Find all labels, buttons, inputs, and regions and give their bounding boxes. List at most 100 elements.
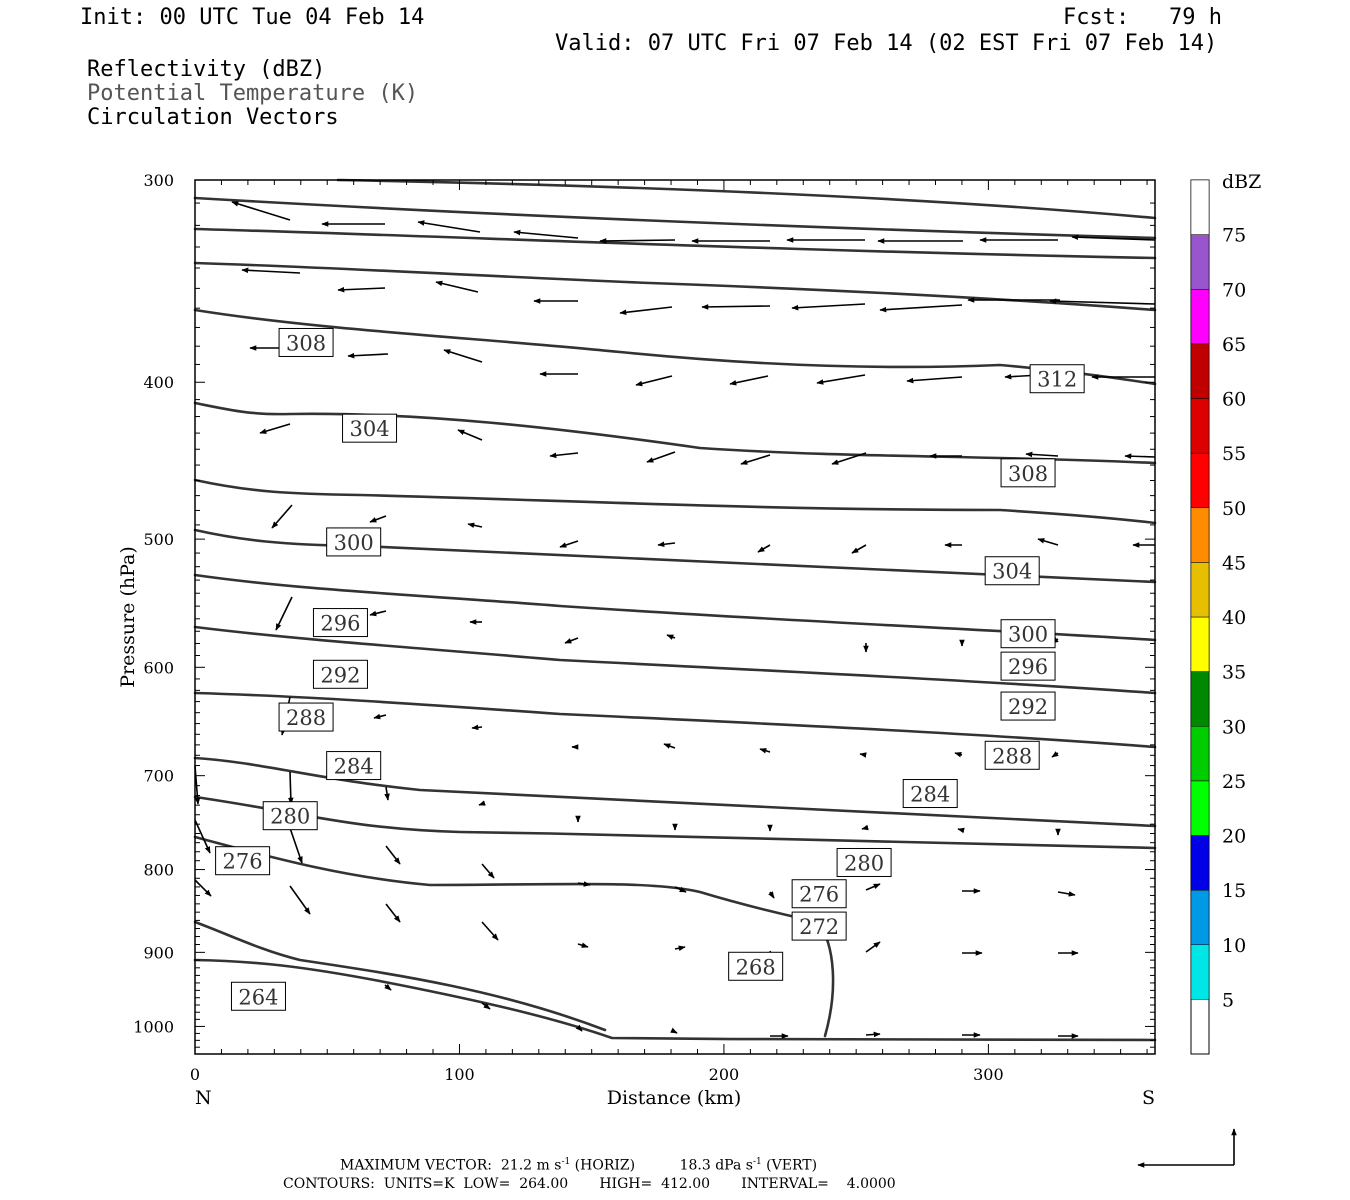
circulation-vector (791, 303, 866, 311)
horiz-suffix: (HORIZ) (570, 1157, 636, 1174)
south-label: S (1142, 1087, 1155, 1109)
theta-contour-line (193, 401, 1157, 465)
contour-label-box (728, 951, 784, 981)
circulation-vector (674, 945, 686, 951)
circulation-vector (1051, 751, 1059, 758)
circulation-vector (663, 743, 676, 749)
circulation-vector (384, 786, 390, 801)
contour-label: 288 (984, 740, 1040, 770)
contour-label-text: 284 (334, 755, 374, 779)
circulation-vector (347, 352, 389, 359)
circulation-vector (417, 220, 481, 233)
colorbar-segment (1190, 944, 1210, 1000)
contour-label: 312 (1029, 364, 1085, 394)
colorbar-segment (1190, 780, 1210, 836)
circulation-vector (513, 229, 579, 239)
contour-label: 292 (312, 659, 368, 689)
vert-suffix: (VERT) (761, 1157, 818, 1174)
theta-contour-line (193, 958, 1157, 1042)
contour-label-text: 308 (1008, 462, 1048, 486)
circulation-vector (657, 541, 676, 548)
circulation-vector (241, 267, 301, 274)
circulation-vector (957, 827, 965, 834)
circulation-vector (954, 752, 963, 758)
max-vector-line: MAXIMUM VECTOR: 21.2 m s-1 (HORIZ) 18.3 … (340, 1158, 817, 1173)
circulation-vector (194, 819, 211, 854)
contour-label: 308 (278, 327, 334, 357)
max-vector-horiz: 21.2 m s (500, 1157, 562, 1174)
circulation-vector (1057, 891, 1076, 897)
colorbar-title: dBZ (1222, 171, 1261, 193)
contour-label: 296 (312, 608, 368, 638)
y-tick-label: 1000 (133, 1017, 174, 1036)
contour-label-text: 276 (799, 883, 839, 907)
theta-contour-line (193, 196, 1157, 240)
circulation-vector (275, 596, 293, 631)
field-potential-temperature: Potential Temperature (K) (87, 81, 419, 106)
contour-label: 272 (791, 911, 847, 941)
contour-label-text: 312 (1037, 368, 1077, 392)
circulation-vector (481, 1002, 491, 1010)
contour-label-text: 268 (736, 955, 776, 979)
field-circulation-vectors: Circulation Vectors (87, 105, 339, 130)
circulation-vector (435, 280, 479, 293)
circulation-vector (231, 201, 291, 221)
contour-label-box (278, 702, 334, 732)
circulation-vector (471, 724, 483, 731)
contour-label-box (1000, 651, 1056, 681)
contour-label-text: 264 (238, 985, 278, 1009)
x-tick-label: 0 (190, 1065, 200, 1084)
contour-label-box (1000, 619, 1056, 649)
colorbar-label: 25 (1222, 771, 1246, 793)
contour-label-box (984, 556, 1040, 586)
circulation-vector (549, 452, 579, 459)
horiz-exponent: -1 (561, 1157, 571, 1167)
plot-frame (194, 179, 1156, 1055)
circulation-vector (831, 452, 867, 465)
contour-label-box (326, 527, 382, 557)
circulation-vector (1025, 451, 1059, 458)
colorbar-segment (1190, 671, 1210, 727)
colorbar-label: 20 (1222, 826, 1246, 848)
north-label: N (195, 1087, 212, 1109)
contour-label-box (278, 327, 334, 357)
colorbar: 5 10 15 20 25 30 35 40 45 50 55 60 65 70 75 (1190, 179, 1246, 1055)
x-tick-labels: 0 100 200 300 (190, 1065, 1004, 1084)
circulation-vector (599, 238, 676, 244)
colorbar-label: 30 (1222, 716, 1246, 738)
circulation-vector (564, 637, 579, 644)
theta-contour-line (193, 528, 1157, 584)
contour-label-text: 300 (1008, 623, 1048, 647)
theta-contour-line (193, 920, 607, 1032)
contour-label: 288 (278, 702, 334, 732)
circulation-vector (701, 304, 771, 310)
contour-label-box (1029, 364, 1085, 394)
theta-contour-line (193, 835, 835, 1038)
y-tick-label: 600 (143, 658, 174, 677)
colorbar-segment (1190, 507, 1210, 563)
circulation-vector (635, 375, 673, 387)
theta-contour-line (193, 261, 1157, 312)
circulation-vector (384, 983, 392, 991)
x-tick-label: 200 (709, 1065, 740, 1084)
contour-info: CONTOURS: UNITS=K LOW= 264.00 HIGH= 412.… (283, 1176, 896, 1192)
circulation-vector (865, 941, 881, 953)
circulation-vector (906, 376, 963, 384)
contour-label: 284 (326, 751, 382, 781)
circulation-vector (759, 748, 771, 754)
theta-contour-line (336, 178, 1157, 220)
circulation-vector (373, 713, 387, 720)
contour-label-text: 300 (334, 531, 374, 555)
circulation-vector (577, 942, 589, 948)
circulation-vector (385, 903, 401, 923)
colorbar-segment (1190, 179, 1210, 235)
contour-label-text: 280 (270, 805, 310, 829)
circulation-vector (740, 454, 771, 465)
y-tick-label: 500 (143, 530, 174, 549)
contour-label: 292 (1000, 691, 1056, 721)
colorbar-label: 55 (1222, 443, 1246, 465)
field-reflectivity: Reflectivity (dBZ) (87, 57, 326, 82)
colorbar-segment (1190, 835, 1210, 891)
circulation-vector (288, 771, 294, 805)
